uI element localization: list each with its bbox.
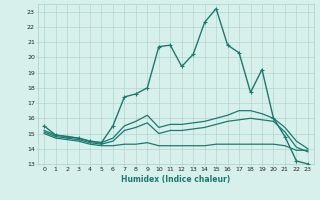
X-axis label: Humidex (Indice chaleur): Humidex (Indice chaleur) (121, 175, 231, 184)
